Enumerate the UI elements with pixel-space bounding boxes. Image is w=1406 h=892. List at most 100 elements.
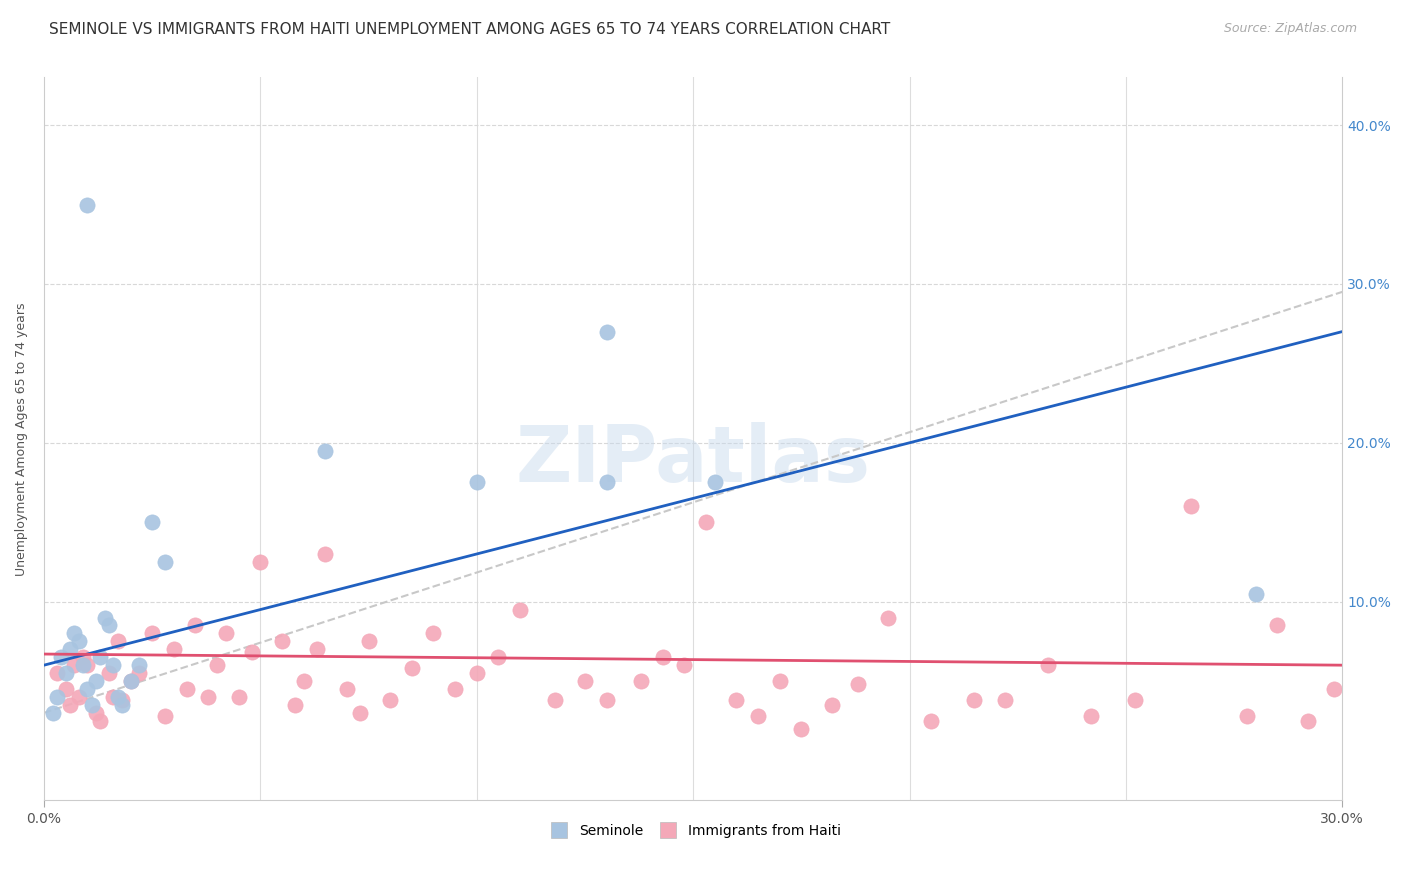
Point [76,197,98,211]
Point [465,475,488,490]
Point [1080,709,1102,723]
Point [1323,681,1346,696]
Point [128,658,150,673]
Point [292,674,315,689]
Point [846,677,869,691]
Point [314,547,336,561]
Point [509,602,531,616]
Point [651,650,673,665]
Point [284,698,307,712]
Point [111,698,134,712]
Point [401,661,423,675]
Point [67,634,90,648]
Point [197,690,219,704]
Point [46,666,69,681]
Point [1296,714,1319,728]
Point [63,658,86,673]
Point [153,709,176,723]
Point [103,658,125,673]
Point [76,681,98,696]
Point [84,706,107,720]
Point [107,634,129,648]
Point [963,693,986,707]
Point [63,626,86,640]
Point [67,690,90,704]
Point [543,693,565,707]
Point [595,325,617,339]
Point [51,650,73,665]
Point [465,666,488,681]
Point [228,690,250,704]
Point [93,610,115,624]
Point [1340,698,1362,712]
Point [76,658,98,673]
Point [486,650,509,665]
Point [184,618,207,632]
Point [107,690,129,704]
Point [595,475,617,490]
Point [747,709,769,723]
Point [97,666,120,681]
Text: ZIPatlas: ZIPatlas [516,423,870,499]
Point [103,690,125,704]
Point [1244,587,1267,601]
Point [994,693,1017,707]
Point [59,698,82,712]
Point [920,714,942,728]
Point [205,658,228,673]
Point [128,666,150,681]
Point [349,706,371,720]
Point [55,681,77,696]
Point [80,698,103,712]
Point [41,706,63,720]
Point [876,610,898,624]
Point [595,693,617,707]
Y-axis label: Unemployment Among Ages 65 to 74 years: Unemployment Among Ages 65 to 74 years [15,302,28,575]
Point [1265,618,1288,632]
Point [120,674,142,689]
Point [84,674,107,689]
Point [120,674,142,689]
Point [422,626,444,640]
Point [97,618,120,632]
Point [215,626,238,640]
Point [153,555,176,569]
Point [1180,500,1202,514]
Point [72,658,94,673]
Point [305,642,328,657]
Point [1236,709,1258,723]
Point [336,681,359,696]
Point [141,515,163,529]
Point [141,626,163,640]
Point [630,674,652,689]
Point [271,634,294,648]
Point [725,693,748,707]
Point [59,642,82,657]
Point [444,681,467,696]
Point [703,475,725,490]
Point [176,681,198,696]
Point [111,693,134,707]
Point [790,722,813,736]
Point [1036,658,1059,673]
Point [46,690,69,704]
Point [163,642,186,657]
Point [574,674,596,689]
Point [1123,693,1146,707]
Point [72,650,94,665]
Point [769,674,792,689]
Point [240,645,263,659]
Point [249,555,271,569]
Point [89,650,111,665]
Point [55,666,77,681]
Point [380,693,402,707]
Text: Source: ZipAtlas.com: Source: ZipAtlas.com [1223,22,1357,36]
Point [820,698,842,712]
Legend: Seminole, Immigrants from Haiti: Seminole, Immigrants from Haiti [540,819,846,844]
Point [695,515,717,529]
Point [314,443,336,458]
Point [673,658,696,673]
Text: SEMINOLE VS IMMIGRANTS FROM HAITI UNEMPLOYMENT AMONG AGES 65 TO 74 YEARS CORRELA: SEMINOLE VS IMMIGRANTS FROM HAITI UNEMPL… [49,22,890,37]
Point [357,634,380,648]
Point [89,714,111,728]
